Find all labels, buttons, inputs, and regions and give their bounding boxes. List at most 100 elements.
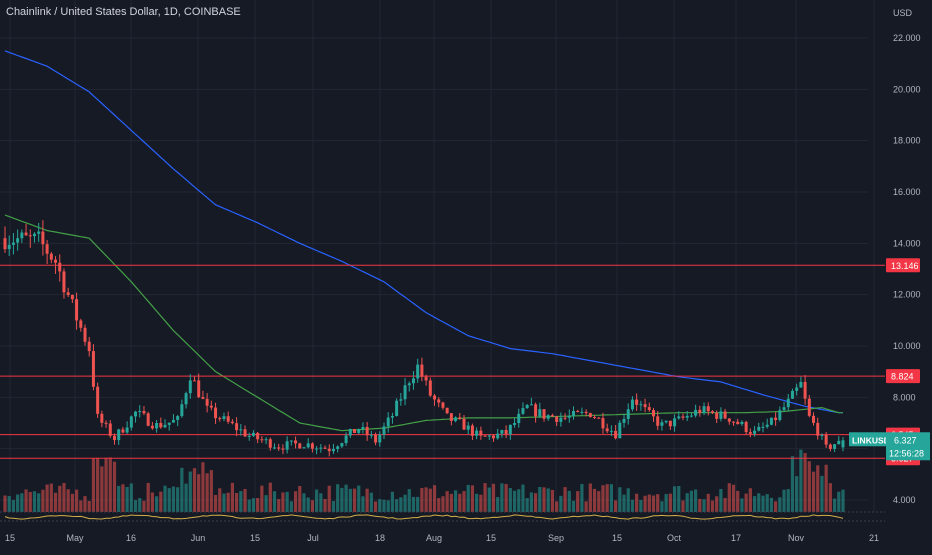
candle [765,418,769,429]
candle [790,388,794,399]
candle-body [336,446,340,450]
volume-bar [538,486,542,512]
candle-body [167,422,171,425]
candle [571,406,575,420]
candle-body [618,422,622,439]
candle-body [222,416,226,419]
volume-bar [154,496,159,512]
volume-bar [277,499,281,512]
volume-bar [138,498,142,512]
candle [138,405,142,418]
candle-body [765,424,769,427]
volume-bar [837,491,841,512]
candle [643,398,647,413]
volume-bar [828,483,832,512]
candle-body [268,439,272,448]
candle [374,432,378,446]
price-axis: USD4.0006.0008.00010.00012.00014.00016.0… [849,8,930,505]
candle-body [521,408,525,414]
candle [677,411,681,420]
candle-body [218,418,222,420]
candle [180,399,184,418]
volume-bar [550,489,555,512]
volume-bar [555,501,559,512]
candle [748,428,752,438]
candle [428,377,432,397]
candle [685,411,689,422]
volume-bar [91,458,96,512]
candle [732,421,736,426]
volume-bar [184,483,188,512]
candle-body [395,400,399,416]
candle-body [681,416,685,418]
volume-bar [765,494,769,512]
candle [20,229,24,243]
volume-bar [778,497,782,512]
sma-slow-line [4,50,843,414]
candle-body [390,415,394,418]
price-axis-label: 10.000 [893,341,921,351]
volume-bar [483,483,487,512]
candle [159,417,163,429]
volume-bar [639,499,643,512]
candle-body [769,417,773,425]
candle [150,421,154,430]
last-price-tag-background [886,432,930,461]
candle-body [470,425,474,436]
candle [407,381,411,392]
candle-body [643,404,647,408]
candle-body [369,434,373,436]
candle [601,412,605,434]
candle-body [104,422,108,424]
candle-body [639,404,643,406]
candle [79,318,83,332]
candle [588,412,592,418]
volume-bar [96,457,100,512]
volume-bar [458,493,462,512]
candle-body [28,235,32,237]
candle [24,223,28,236]
volume-bar [651,495,656,512]
candle-body [315,448,319,450]
candle [49,251,53,264]
volume-bar [672,486,677,512]
volume-bar [719,488,723,512]
candle [445,407,449,415]
candle [3,226,7,253]
candle-body [571,410,575,416]
candle [740,420,744,426]
candle [668,420,672,430]
volume-bar [546,488,550,512]
candle [315,446,319,455]
volume-bar [20,493,24,512]
volume-bar [125,486,129,512]
candle [323,445,327,450]
candle [260,436,264,443]
time-axis-label: May [66,533,84,543]
candle [104,420,108,428]
candle-body [205,398,209,406]
time-axis-label: 15 [250,533,260,543]
candle-body [508,424,512,435]
candle-body [374,434,378,443]
volume-bar [108,457,112,512]
candle [774,412,778,426]
candle-body [694,409,698,416]
candle-body [828,444,832,449]
candle [361,422,365,434]
candle [475,427,479,440]
volume-bar [668,493,672,512]
candle-body [79,320,83,328]
candle-body [609,430,613,432]
candle-body [54,259,58,263]
candle-body [723,411,727,419]
candle [54,256,58,274]
candle-body [108,423,112,436]
volume-bar [752,496,757,512]
candle-body [576,410,580,412]
candle-body [820,435,824,437]
candle [121,426,125,434]
candle-body [214,407,218,419]
